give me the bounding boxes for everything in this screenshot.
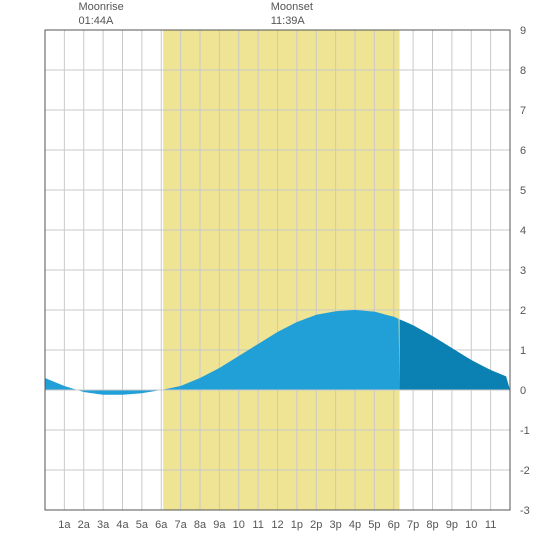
moonrise-title: Moonrise bbox=[79, 0, 124, 14]
moonset-label: Moonset 11:39A bbox=[271, 0, 313, 29]
x-tick-label: 9a bbox=[213, 519, 226, 531]
x-tick-label: 6p bbox=[388, 519, 400, 531]
x-tick-label: 3a bbox=[97, 519, 110, 531]
y-tick-label: 3 bbox=[520, 265, 526, 277]
x-tick-label: 10 bbox=[233, 519, 245, 531]
y-tick-label: 2 bbox=[520, 305, 526, 317]
x-tick-label: 4a bbox=[116, 519, 129, 531]
x-tick-label: 2a bbox=[78, 519, 91, 531]
y-tick-label: -2 bbox=[520, 465, 530, 477]
moonset-title: Moonset bbox=[271, 0, 313, 14]
x-tick-label: 5p bbox=[368, 519, 380, 531]
x-tick-label: 1p bbox=[291, 519, 303, 531]
x-tick-label: 8a bbox=[194, 519, 207, 531]
x-tick-label: 3p bbox=[330, 519, 342, 531]
x-tick-label: 11 bbox=[485, 519, 496, 531]
y-tick-label: 5 bbox=[520, 185, 526, 197]
x-tick-label: 2p bbox=[310, 519, 322, 531]
x-tick-label: 8p bbox=[426, 519, 438, 531]
x-tick-label: 6a bbox=[155, 519, 168, 531]
chart-svg: 1a2a3a4a5a6a7a8a9a1011121p2p3p4p5p6p7p8p… bbox=[0, 0, 550, 550]
y-tick-label: 0 bbox=[520, 385, 526, 397]
y-tick-label: 4 bbox=[520, 225, 526, 237]
y-tick-label: 6 bbox=[520, 145, 526, 157]
x-tick-label: 9p bbox=[446, 519, 458, 531]
x-tick-label: 7a bbox=[175, 519, 188, 531]
x-tick-label: 1a bbox=[58, 519, 71, 531]
tide-chart: Moonrise 01:44A Moonset 11:39A 1a 2a 3a 4a 5… bbox=[0, 0, 550, 550]
y-tick-label: -3 bbox=[520, 505, 530, 517]
y-tick-label: 1 bbox=[520, 345, 526, 357]
x-tick-label: 10 bbox=[465, 519, 477, 531]
x-tick-label: 7p bbox=[407, 519, 419, 531]
x-tick-label: 4p bbox=[349, 519, 361, 531]
x-tick-label: 11 bbox=[252, 519, 263, 531]
moonrise-time: 01:44A bbox=[79, 14, 124, 28]
y-tick-label: 7 bbox=[520, 105, 526, 117]
y-tick-label: 9 bbox=[520, 25, 526, 37]
y-tick-label: 8 bbox=[520, 65, 526, 77]
x-tick-label: 5a bbox=[136, 519, 149, 531]
moonset-time: 11:39A bbox=[271, 14, 313, 28]
y-tick-label: -1 bbox=[520, 425, 530, 437]
x-tick-label: 12 bbox=[271, 519, 283, 531]
moonrise-label: Moonrise 01:44A bbox=[79, 0, 124, 29]
